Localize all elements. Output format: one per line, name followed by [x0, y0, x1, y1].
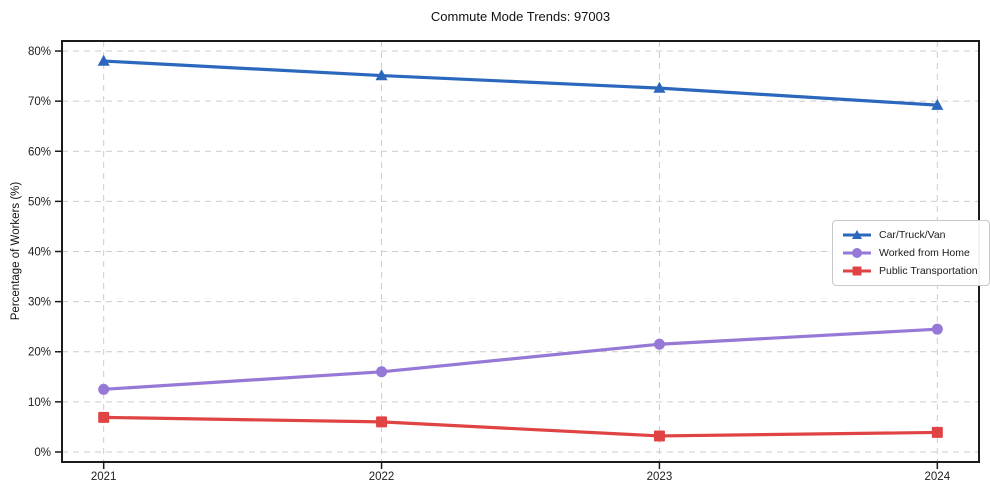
x-tick-label: 2021 [91, 471, 117, 483]
series-line-public-transportation [102, 415, 939, 438]
legend-label: Car/Truck/Van [879, 229, 946, 241]
chart-title: Commute Mode Trends: 97003 [430, 9, 611, 24]
y-tick-label: 10% [28, 397, 51, 409]
y-tick-label: 0% [34, 447, 51, 459]
marker-square [376, 416, 388, 428]
y-tick-label: 70% [28, 96, 51, 108]
x-tick-label: 2023 [647, 471, 673, 483]
series-line-worked-from-home [102, 327, 939, 391]
legend-item: Worked from Home [842, 246, 978, 260]
marker-triangle [375, 69, 388, 81]
marker-circle [376, 366, 388, 378]
series-line-car-truck-van [102, 59, 939, 107]
marker-square [653, 430, 665, 442]
x-tick-label: 2024 [925, 471, 951, 483]
legend-label: Public Transportation [879, 265, 978, 277]
marker-triangle [653, 81, 666, 93]
y-tick-label: 80% [28, 46, 51, 58]
y-tick-label: 60% [28, 146, 51, 158]
y-tick-label: 30% [28, 297, 51, 309]
legend-item: Car/Truck/Van [842, 228, 978, 242]
legend: Car/Truck/Van Worked from Home Public Tran… [832, 220, 990, 286]
legend-marker-triangle-icon [843, 230, 871, 239]
marker-circle [931, 323, 943, 335]
y-tick-label: 50% [28, 196, 51, 208]
marker-circle [98, 383, 110, 395]
marker-square [931, 426, 943, 438]
x-tick-label: 2022 [369, 471, 395, 483]
marker-triangle [97, 54, 110, 66]
marker-circle [653, 338, 665, 350]
legend-marker-square-icon [843, 266, 871, 276]
y-tick-label: 20% [28, 347, 51, 359]
y-tick-label: 40% [28, 247, 51, 259]
marker-triangle [931, 98, 944, 110]
legend-label: Worked from Home [879, 247, 970, 259]
marker-square [98, 411, 110, 423]
legend-item: Public Transportation [842, 264, 978, 278]
legend-marker-circle-icon [843, 248, 871, 258]
